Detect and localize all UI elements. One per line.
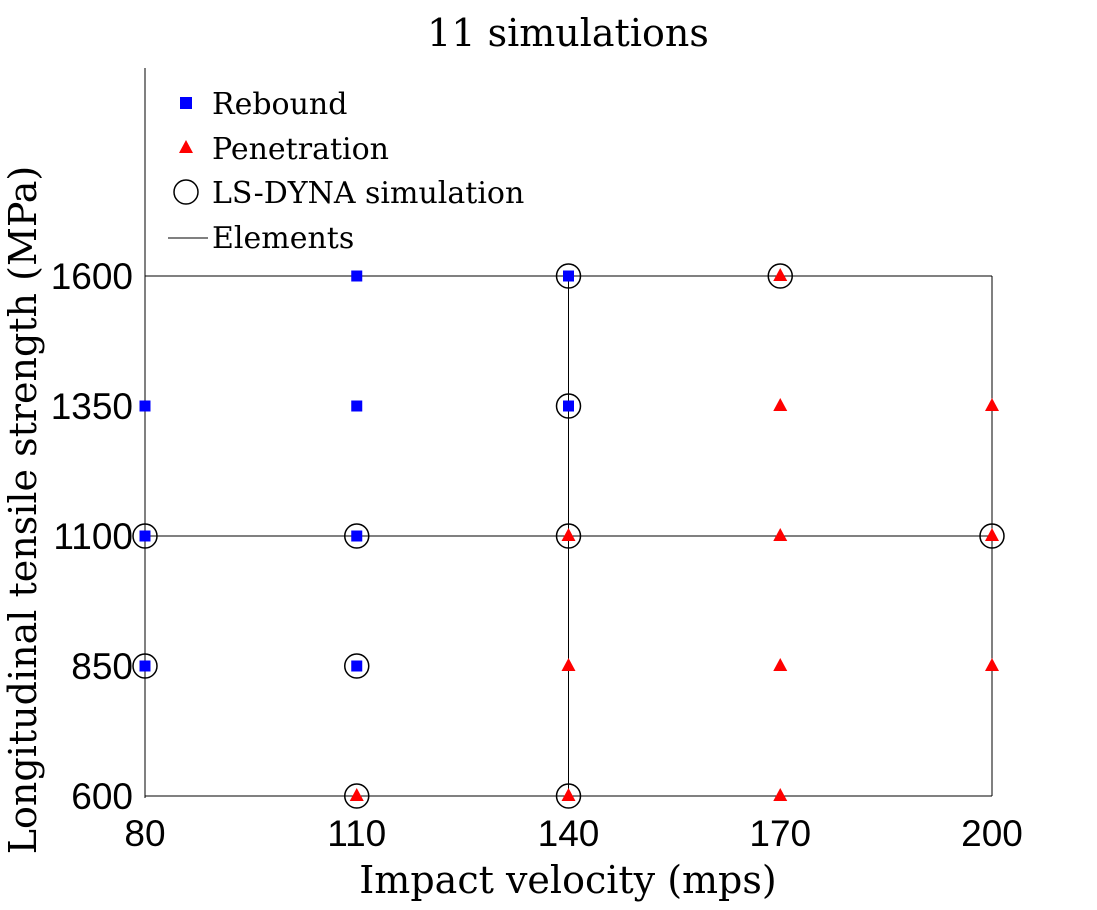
- penetration-point-140-850: [561, 658, 576, 671]
- ls-dyna-simulation-point-140-600: [555, 783, 582, 809]
- ls-dyna-simulation-point-80-1100: [132, 523, 158, 549]
- legend: Rebound Penetration LS-DYNA simulation E…: [168, 87, 524, 256]
- rebound-point-110-1600: [351, 270, 363, 282]
- y-tick-label-1350: 1350: [51, 386, 133, 427]
- penetration-point-170-1600: [773, 268, 788, 281]
- penetration-point-110-600: [349, 788, 364, 801]
- rebound-point-140-1350: [563, 400, 574, 412]
- x-tick-label-170: 170: [749, 813, 811, 854]
- legend-penetration-label: Penetration: [212, 132, 389, 167]
- legend-elements-label: Elements: [212, 221, 354, 256]
- penetration-point-170-1100: [773, 528, 788, 541]
- x-tick-label-200: 200: [961, 813, 1023, 854]
- legend-rebound-icon: [180, 97, 192, 109]
- x-tick-label-110: 110: [327, 813, 386, 854]
- legend-ls-dyna-icon: [173, 179, 199, 205]
- legend-rebound-label: Rebound: [212, 87, 347, 122]
- rebound-point-110-1100: [351, 530, 363, 542]
- rebound-point-80-1100: [139, 530, 151, 542]
- y-tick-label-600: 600: [71, 776, 133, 817]
- legend-ls-dyna-label: LS-DYNA simulation: [212, 176, 524, 211]
- ls-dyna-simulation-point-110-850: [344, 653, 370, 679]
- ls-dyna-simulation-point-110-600: [344, 783, 370, 809]
- rebound-point-110-1350: [351, 400, 363, 412]
- data-points: [139, 268, 999, 801]
- penetration-point-200-1350: [985, 398, 999, 411]
- penetration-point-200-850: [985, 658, 999, 671]
- ls-dyna-simulation-point-140-1600: [555, 263, 582, 289]
- x-tick-label-80: 80: [124, 813, 165, 854]
- tick-labels: 80 110 140 170 200 600 850 1100 1350 1600: [51, 256, 1023, 854]
- ls-dyna-simulation-point-170-1600: [767, 263, 793, 289]
- y-tick-label-1600: 1600: [51, 256, 133, 297]
- penetration-point-170-1350: [773, 398, 788, 411]
- x-axis-label: Impact velocity (mps): [359, 858, 776, 902]
- ls-dyna-simulation-point-110-1100: [344, 523, 370, 549]
- rebound-point-140-1600: [563, 270, 574, 282]
- penetration-point-140-600: [561, 788, 576, 801]
- rebound-point-80-1350: [139, 400, 151, 412]
- legend-penetration-icon: [179, 140, 193, 153]
- rebound-point-80-850: [139, 660, 151, 672]
- penetration-point-170-600: [773, 788, 788, 801]
- penetration-point-170-850: [773, 658, 788, 671]
- chart-title: 11 simulations: [427, 11, 709, 55]
- ls-dyna-simulation-point-80-850: [132, 653, 158, 679]
- y-tick-label-850: 850: [71, 646, 133, 687]
- penetration-point-140-1100: [561, 528, 576, 541]
- x-tick-label-140: 140: [538, 813, 600, 854]
- y-axis-label: Longitudinal tensile strength (MPa): [1, 166, 45, 854]
- ls-dyna-simulation-point-140-1100: [555, 523, 582, 549]
- y-tick-label-1100: 1100: [53, 516, 133, 557]
- penetration-point-200-1100: [985, 528, 999, 541]
- ls-dyna-circles: [132, 263, 1005, 809]
- rebound-point-110-850: [351, 660, 363, 672]
- ls-dyna-simulation-point-140-1350: [555, 393, 582, 419]
- ls-dyna-simulation-point-200-1100: [979, 523, 1005, 549]
